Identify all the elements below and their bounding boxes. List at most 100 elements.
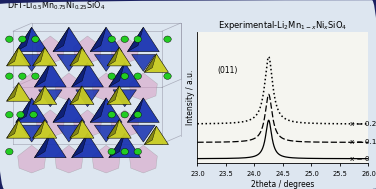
Polygon shape	[90, 27, 122, 52]
Polygon shape	[20, 54, 43, 71]
Circle shape	[19, 36, 26, 43]
Polygon shape	[90, 27, 106, 52]
Circle shape	[6, 36, 13, 43]
Polygon shape	[53, 27, 85, 52]
Polygon shape	[55, 145, 83, 173]
Polygon shape	[7, 83, 31, 101]
Polygon shape	[18, 145, 45, 173]
Polygon shape	[127, 27, 143, 52]
Circle shape	[121, 149, 129, 155]
Polygon shape	[144, 126, 156, 145]
Polygon shape	[92, 145, 120, 173]
Polygon shape	[36, 110, 64, 138]
Polygon shape	[144, 54, 156, 72]
Polygon shape	[144, 126, 168, 145]
Circle shape	[108, 36, 115, 43]
Polygon shape	[70, 47, 94, 66]
Polygon shape	[34, 133, 50, 158]
Circle shape	[6, 73, 13, 79]
Polygon shape	[107, 86, 131, 105]
Polygon shape	[109, 63, 141, 87]
Polygon shape	[7, 120, 31, 138]
Polygon shape	[90, 98, 122, 122]
Polygon shape	[55, 73, 83, 101]
Circle shape	[121, 112, 129, 118]
Polygon shape	[20, 125, 43, 142]
Polygon shape	[74, 110, 102, 138]
Polygon shape	[113, 90, 136, 107]
Polygon shape	[33, 47, 45, 66]
Polygon shape	[109, 133, 141, 158]
Circle shape	[108, 73, 115, 79]
Circle shape	[164, 36, 171, 43]
Text: DFT-Li$_{0.5}$Mn$_{0.75}$Ni$_{0.25}$SiO$_4$: DFT-Li$_{0.5}$Mn$_{0.75}$Ni$_{0.25}$SiO$…	[8, 0, 106, 12]
Polygon shape	[71, 133, 88, 158]
Polygon shape	[16, 98, 48, 122]
Circle shape	[164, 73, 171, 79]
Polygon shape	[111, 36, 139, 64]
Polygon shape	[18, 73, 45, 101]
Circle shape	[108, 112, 115, 118]
Polygon shape	[109, 133, 125, 158]
Polygon shape	[127, 98, 143, 122]
Circle shape	[6, 149, 13, 155]
Polygon shape	[33, 86, 45, 105]
Polygon shape	[132, 125, 155, 142]
Polygon shape	[53, 27, 69, 52]
Circle shape	[134, 112, 141, 118]
Circle shape	[121, 73, 129, 79]
Polygon shape	[70, 86, 82, 105]
Polygon shape	[129, 73, 157, 101]
Text: x = 0.2: x = 0.2	[350, 121, 376, 127]
Polygon shape	[94, 125, 118, 142]
Polygon shape	[107, 47, 119, 66]
Polygon shape	[107, 120, 119, 138]
Polygon shape	[16, 27, 32, 52]
Polygon shape	[127, 27, 159, 52]
Polygon shape	[71, 63, 103, 87]
Polygon shape	[53, 98, 69, 122]
Polygon shape	[33, 120, 57, 138]
Title: Experimental-Li$_2$Mn$_{1-x}$Ni$_x$SiO$_4$: Experimental-Li$_2$Mn$_{1-x}$Ni$_x$SiO$_…	[218, 19, 347, 32]
Circle shape	[121, 36, 129, 43]
Polygon shape	[7, 47, 31, 66]
Polygon shape	[34, 63, 66, 87]
Text: x = 0: x = 0	[350, 156, 370, 162]
Polygon shape	[16, 27, 48, 52]
Circle shape	[134, 73, 141, 79]
Polygon shape	[71, 133, 103, 158]
Polygon shape	[57, 125, 80, 142]
Polygon shape	[34, 63, 50, 87]
Polygon shape	[74, 36, 102, 64]
Circle shape	[19, 73, 26, 79]
Polygon shape	[129, 145, 157, 173]
X-axis label: 2theta / degrees: 2theta / degrees	[251, 180, 315, 189]
Circle shape	[32, 36, 39, 43]
Circle shape	[30, 112, 37, 118]
Polygon shape	[33, 86, 57, 105]
Polygon shape	[33, 120, 45, 138]
Polygon shape	[76, 90, 99, 107]
Text: x = 0.1: x = 0.1	[350, 139, 376, 145]
Polygon shape	[107, 120, 131, 138]
Polygon shape	[94, 54, 118, 71]
Polygon shape	[70, 120, 82, 138]
Polygon shape	[107, 47, 131, 66]
Circle shape	[108, 149, 115, 155]
Y-axis label: Intensity / a.u.: Intensity / a.u.	[186, 70, 195, 125]
Polygon shape	[92, 73, 120, 101]
Polygon shape	[132, 54, 155, 71]
Polygon shape	[33, 47, 57, 66]
Polygon shape	[107, 86, 119, 105]
Polygon shape	[7, 47, 19, 66]
Polygon shape	[70, 47, 82, 66]
Polygon shape	[71, 63, 88, 87]
Polygon shape	[109, 63, 125, 87]
Polygon shape	[53, 98, 85, 122]
Circle shape	[32, 73, 39, 79]
Circle shape	[134, 149, 141, 155]
Text: (011): (011)	[217, 66, 238, 75]
Polygon shape	[70, 86, 94, 105]
Polygon shape	[7, 120, 19, 138]
Polygon shape	[34, 133, 66, 158]
